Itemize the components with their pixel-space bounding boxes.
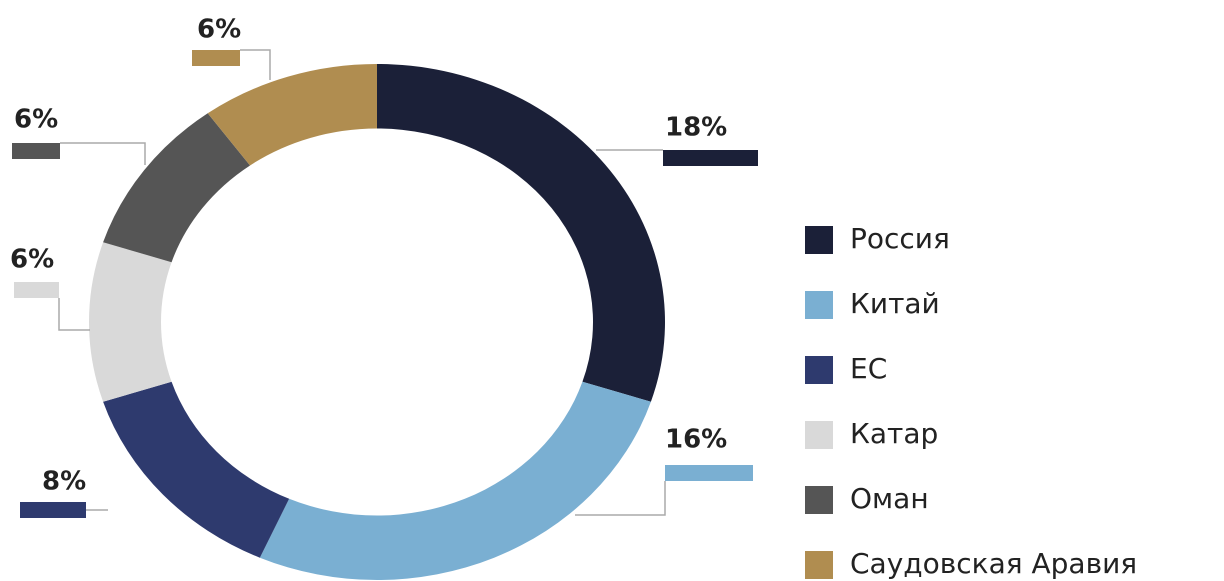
legend-swatch: [805, 551, 833, 579]
value-label: 6%: [10, 245, 54, 275]
label-bar: [192, 50, 240, 66]
value-label: 6%: [14, 105, 58, 135]
value-label: 8%: [42, 467, 86, 497]
label-bar: [14, 282, 59, 298]
legend-label: Саудовская Аравия: [850, 547, 1137, 580]
donut-slice: [103, 381, 290, 558]
legend-swatch: [805, 291, 833, 319]
legend-swatch: [805, 421, 833, 449]
label-bar: [665, 465, 753, 481]
legend-label: Россия: [850, 222, 950, 255]
legend-label: Катар: [850, 417, 938, 450]
donut-slice: [89, 242, 172, 402]
value-label: 6%: [197, 15, 241, 45]
legend-label: ЕС: [850, 352, 887, 385]
label-bar: [663, 150, 758, 166]
leader-line: [60, 142, 146, 165]
leader-line: [58, 298, 90, 331]
legend-label: Оман: [850, 482, 929, 515]
donut-slice: [207, 64, 377, 166]
label-bar: [12, 143, 60, 159]
donut-slice: [259, 381, 651, 580]
donut-slice: [103, 113, 251, 263]
legend-swatch: [805, 226, 833, 254]
donut-slice: [377, 64, 665, 402]
legend-swatch: [805, 356, 833, 384]
value-label: 16%: [665, 425, 727, 455]
value-label: 18%: [665, 113, 727, 143]
leader-line: [575, 481, 666, 516]
label-bar: [20, 502, 86, 518]
legend-swatch: [805, 486, 833, 514]
legend-label: Китай: [850, 287, 940, 320]
leader-line: [240, 49, 271, 80]
